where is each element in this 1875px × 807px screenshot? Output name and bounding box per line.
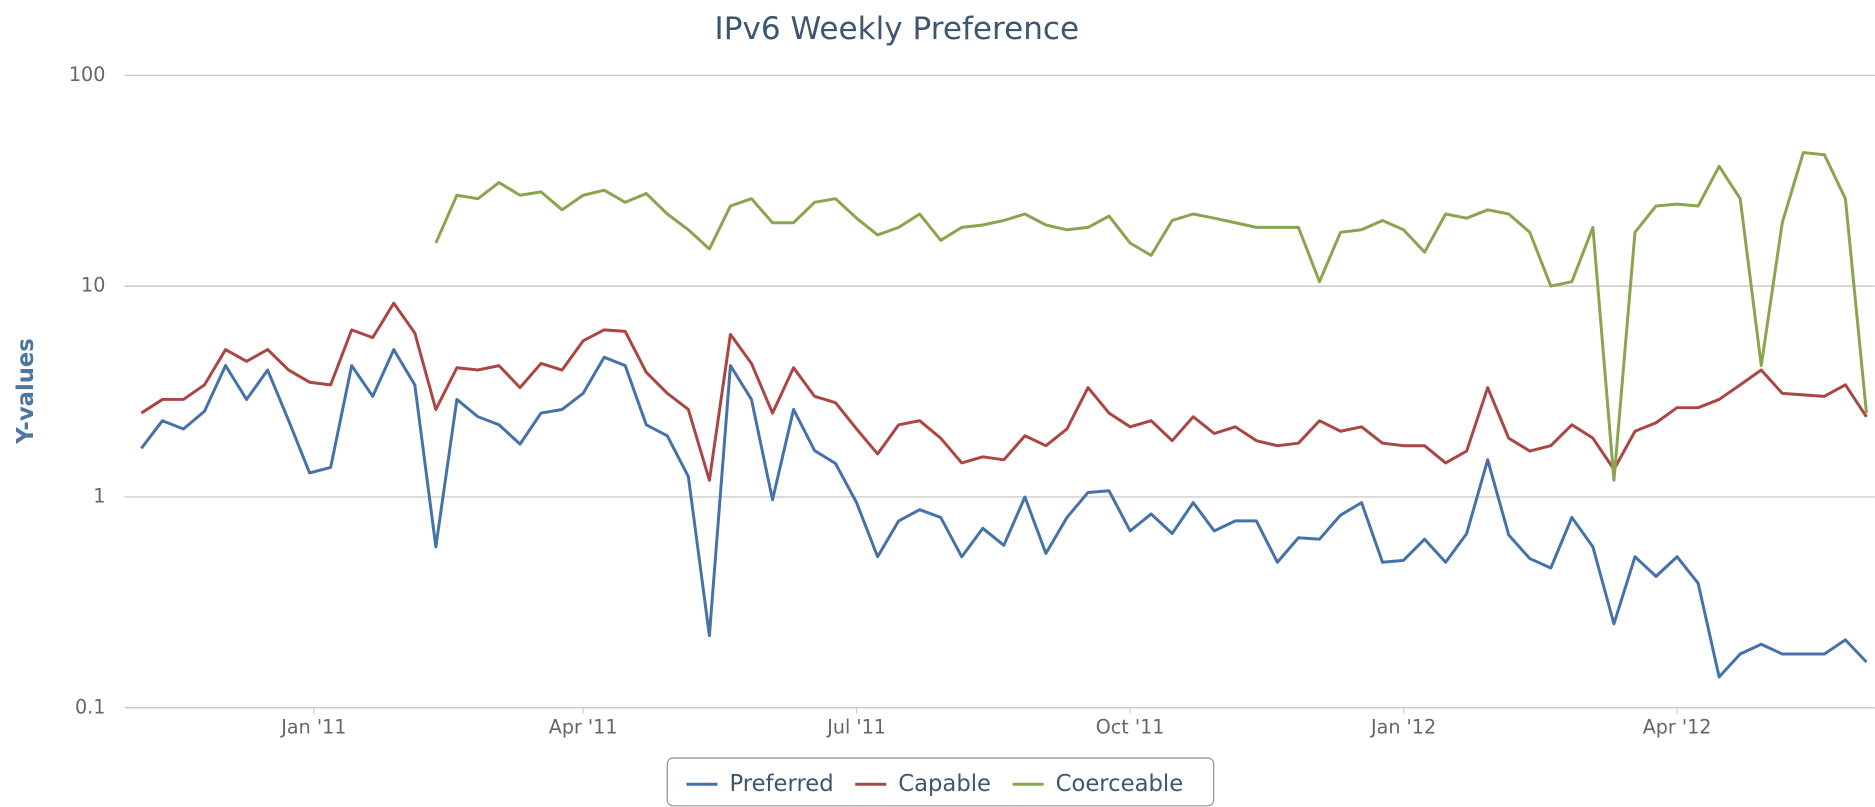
legend-label: Preferred [729,771,833,797]
x-tick-label: Apr '12 [1643,716,1712,739]
chart-title: IPv6 Weekly Preference [715,11,1080,47]
x-tick-label: Apr '11 [549,716,618,739]
x-tick-label: Jan '12 [1370,716,1436,739]
series-line [434,151,1868,482]
series-line [140,301,1868,482]
x-tick-label: Oct '11 [1096,716,1165,739]
legend-label: Capable [898,771,991,797]
y-tick-label: 0.1 [75,695,105,718]
legend-box [666,757,1215,807]
x-tick-label: Jan '11 [280,716,346,739]
series-line [140,348,1868,679]
y-tick-label: 10 [81,274,105,297]
y-tick-label: 1 [93,484,105,507]
y-tick-label: 100 [69,63,105,86]
legend-label: Coerceable [1056,771,1184,797]
y-axis-label: Y-values [13,338,39,445]
x-tick-label: Jul '11 [826,716,886,739]
